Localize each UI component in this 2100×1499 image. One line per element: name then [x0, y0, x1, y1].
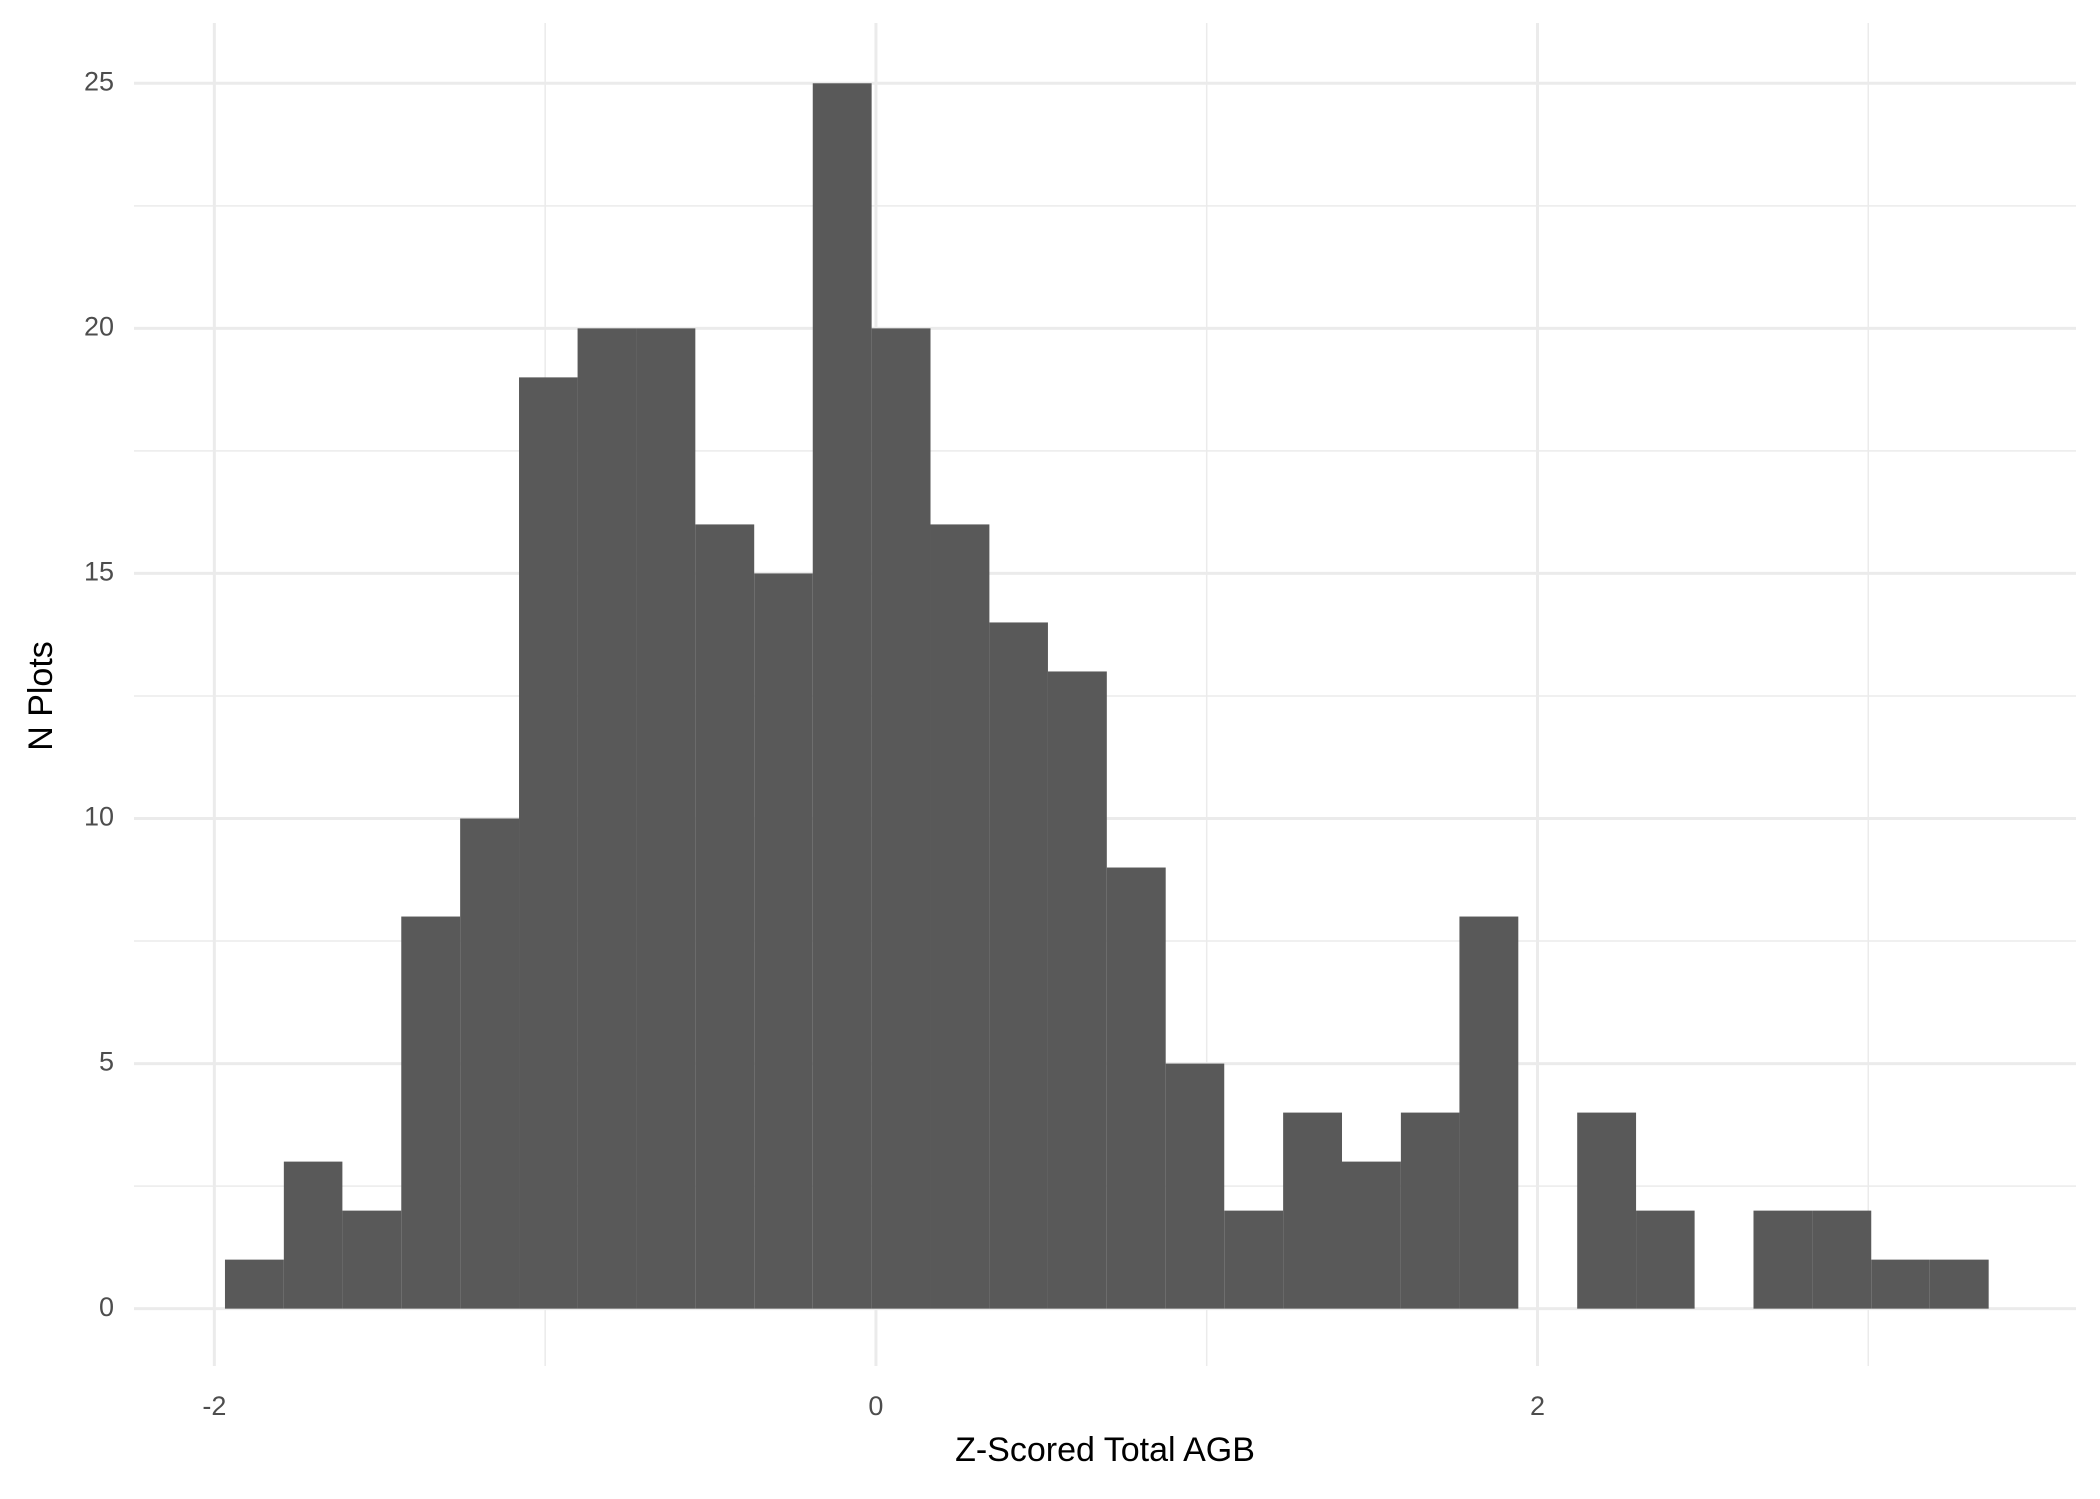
- bar: [519, 377, 578, 1309]
- bar: [812, 83, 872, 1309]
- bar: [989, 622, 1048, 1309]
- bar: [930, 524, 990, 1309]
- x-axis-title: Z-Scored Total AGB: [955, 1431, 1255, 1469]
- bar: [754, 573, 813, 1309]
- x-tick-label: 2: [1530, 1391, 1545, 1421]
- bar: [401, 916, 461, 1309]
- y-tick-label: 25: [84, 66, 114, 96]
- y-tick-label: 0: [99, 1292, 114, 1322]
- bar: [636, 328, 696, 1309]
- y-tick-label: 20: [84, 311, 114, 341]
- bar: [342, 1210, 402, 1309]
- bar: [224, 1259, 284, 1309]
- bar: [1224, 1210, 1284, 1309]
- bar: [460, 818, 520, 1309]
- x-tick-label: 0: [868, 1391, 883, 1421]
- bar: [1400, 1112, 1460, 1309]
- bar: [1636, 1210, 1695, 1309]
- bar: [1871, 1259, 1930, 1309]
- bar: [1342, 1161, 1401, 1309]
- bar: [1047, 671, 1107, 1309]
- bar: [1283, 1112, 1343, 1309]
- y-axis-title: N Plots: [22, 641, 60, 751]
- bar: [1812, 1210, 1872, 1309]
- bar: [283, 1161, 343, 1309]
- bar: [1929, 1259, 1989, 1309]
- x-tick-label: -2: [202, 1391, 226, 1421]
- bar: [577, 328, 637, 1309]
- y-tick-label: 5: [99, 1047, 114, 1077]
- bar: [1459, 916, 1519, 1309]
- y-tick-label: 10: [84, 802, 114, 832]
- bar: [1753, 1210, 1813, 1309]
- bar: [1106, 867, 1166, 1309]
- bar: [1165, 1063, 1225, 1309]
- bar: [695, 524, 755, 1309]
- bar: [871, 328, 931, 1309]
- y-tick-label: 15: [84, 557, 114, 587]
- bar: [1577, 1112, 1637, 1309]
